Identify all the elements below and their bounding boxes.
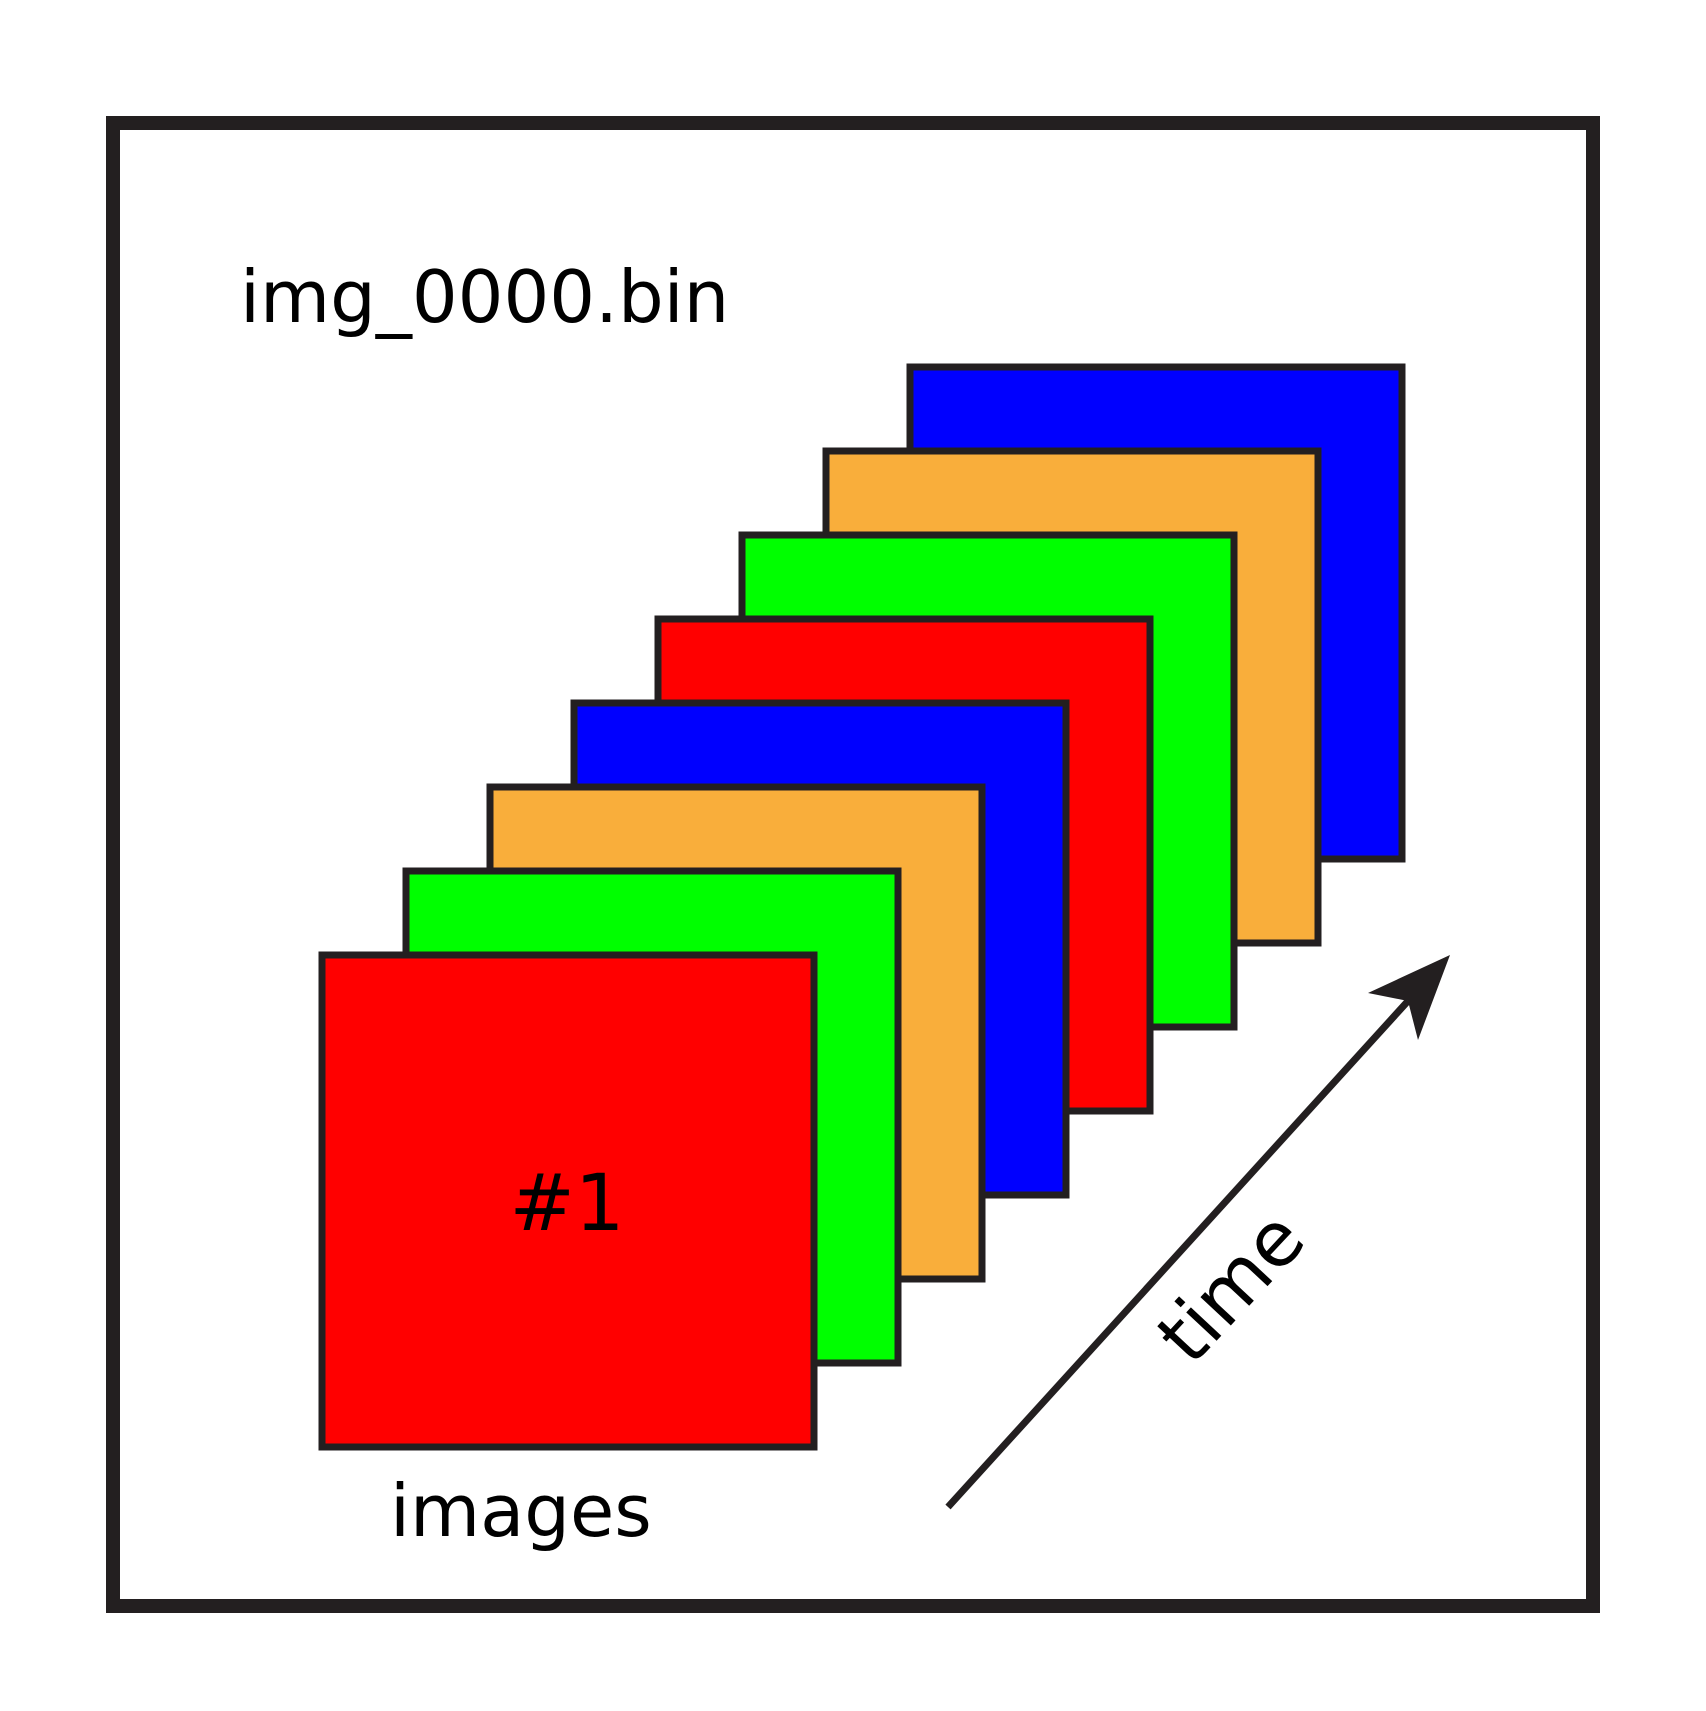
images-caption: images — [390, 1469, 652, 1553]
file-name-label: img_0000.bin — [240, 255, 729, 339]
image-frame-1 — [318, 951, 818, 1451]
time-arrow-line — [945, 998, 1411, 1510]
image-frame-stack — [318, 363, 1406, 1451]
time-arrowhead — [1368, 955, 1450, 1040]
first-frame-label: #1 — [510, 1159, 625, 1249]
